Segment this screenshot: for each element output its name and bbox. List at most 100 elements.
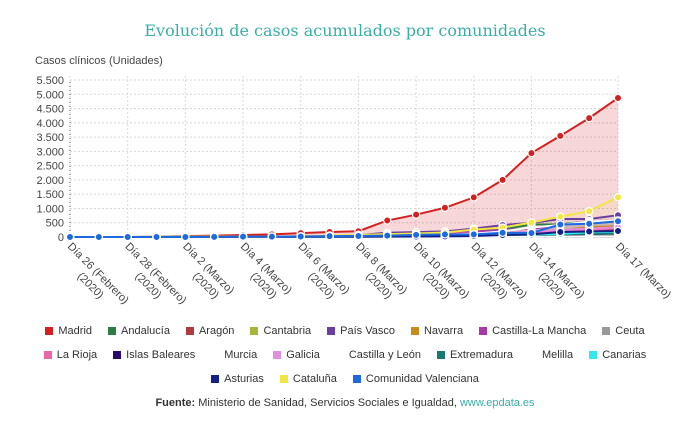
data-point[interactable] xyxy=(613,193,623,202)
y-tick-label: 3.500 xyxy=(36,132,64,144)
legend-swatch-icon xyxy=(273,351,282,359)
legend-swatch-icon xyxy=(589,351,598,359)
data-point[interactable] xyxy=(325,231,334,241)
data-point[interactable] xyxy=(267,232,277,241)
data-point[interactable] xyxy=(584,227,594,236)
data-point[interactable] xyxy=(584,219,594,228)
data-point[interactable] xyxy=(584,207,594,216)
legend-row: Asturias Cataluña Comunidad Valenciana xyxy=(0,367,690,391)
source-link[interactable]: www.epdata.es xyxy=(459,397,535,409)
legend-swatch-icon xyxy=(335,351,344,359)
x-tick-line1: Día 17 (Marzo) xyxy=(613,241,673,301)
y-tick-label: 4.000 xyxy=(36,118,64,130)
data-point[interactable] xyxy=(354,231,363,241)
legend-item[interactable]: Cantabria xyxy=(250,325,311,337)
legend-item[interactable]: Madrid xyxy=(45,325,92,337)
legend-item[interactable]: País Vasco xyxy=(327,325,395,337)
legend: Madrid Andalucía Aragón Cantabria País Vasco… xyxy=(0,319,690,391)
data-point[interactable] xyxy=(123,232,132,242)
source-note: Fuente: Ministerio de Sanidad, Servicios… xyxy=(0,397,690,409)
legend-label: Navarra xyxy=(423,325,464,337)
data-point[interactable] xyxy=(411,230,421,240)
x-tick-label: Día 26 (Febrero)(2020) xyxy=(55,241,131,317)
x-tick-label: Día 17 (Marzo) xyxy=(613,241,673,301)
series-area-0 xyxy=(70,97,618,237)
legend-swatch-icon xyxy=(45,327,54,335)
data-point[interactable] xyxy=(469,230,478,239)
y-tick-label: 2.000 xyxy=(36,175,64,187)
data-point[interactable] xyxy=(498,175,507,185)
data-point[interactable] xyxy=(584,113,594,123)
legend-item[interactable]: Islas Baleares xyxy=(113,349,195,361)
legend-item[interactable]: Asturias xyxy=(211,373,264,385)
data-point[interactable] xyxy=(210,232,219,242)
x-tick-label: Día 10 (Marzo)(2020) xyxy=(401,241,471,311)
line-chart: 0 500 1.000 1.500 2.000 2.500 3.000 3.500 4.000 4… xyxy=(36,75,673,317)
legend-label: Asturias xyxy=(224,373,264,385)
series-line-18 xyxy=(69,220,619,238)
y-tick-label: 5.000 xyxy=(36,89,64,101)
legend-swatch-icon xyxy=(108,327,117,335)
data-point[interactable] xyxy=(238,232,248,241)
data-point[interactable] xyxy=(181,232,190,242)
data-point[interactable] xyxy=(152,232,161,242)
data-point[interactable] xyxy=(527,218,536,227)
data-point[interactable] xyxy=(613,226,623,236)
legend-swatch-icon xyxy=(327,327,336,335)
data-point[interactable] xyxy=(556,227,565,237)
legend-item[interactable]: Castilla y León xyxy=(335,349,421,361)
data-point[interactable] xyxy=(383,216,392,225)
data-point[interactable] xyxy=(469,193,478,202)
legend-swatch-icon xyxy=(250,327,259,335)
data-point[interactable] xyxy=(556,220,565,229)
x-tick-label: Día 14 (Marzo)(2020) xyxy=(516,241,586,311)
legend-swatch-icon xyxy=(352,375,361,383)
data-point[interactable] xyxy=(613,217,623,226)
y-tick-label: 5.500 xyxy=(36,75,64,87)
legend-label: Melilla xyxy=(542,349,574,361)
legend-item[interactable]: Galicia xyxy=(273,349,320,361)
data-point[interactable] xyxy=(383,231,392,240)
y-tick-label: 2.500 xyxy=(36,161,64,173)
data-point[interactable] xyxy=(65,232,75,242)
legend-item[interactable]: Comunidad Valenciana xyxy=(352,373,479,385)
data-point[interactable] xyxy=(411,210,421,219)
legend-item[interactable]: Murcia xyxy=(211,349,257,361)
data-point[interactable] xyxy=(440,230,450,239)
y-tick-label: 500 xyxy=(46,218,64,230)
legend-swatch-icon xyxy=(43,351,52,359)
legend-label: Galicia xyxy=(286,349,320,361)
legend-swatch-icon xyxy=(113,351,122,359)
legend-label: Andalucía xyxy=(121,325,170,337)
data-point[interactable] xyxy=(556,212,565,221)
legend-row: Madrid Andalucía Aragón Cantabria País Vasco… xyxy=(0,319,690,343)
legend-item[interactable]: Melilla xyxy=(529,349,573,361)
legend-swatch-icon xyxy=(211,351,220,359)
legend-label: La Rioja xyxy=(56,349,98,361)
legend-item[interactable]: Castilla-La Mancha xyxy=(479,325,586,337)
data-point[interactable] xyxy=(296,232,305,241)
data-point[interactable] xyxy=(94,232,104,242)
legend-item[interactable]: Andalucía xyxy=(108,325,170,337)
y-tick-label: 1.000 xyxy=(36,203,64,215)
legend-swatch-icon xyxy=(479,327,488,335)
legend-item[interactable]: Aragón xyxy=(185,325,234,337)
legend-item[interactable]: Canarias xyxy=(589,349,646,361)
data-point[interactable] xyxy=(527,228,536,238)
legend-item[interactable]: La Rioja xyxy=(43,349,98,361)
x-tick-label: Día 8 (Marzo)(2020) xyxy=(343,241,409,307)
data-point[interactable] xyxy=(613,93,623,103)
data-point[interactable] xyxy=(527,148,536,158)
legend-swatch-icon xyxy=(529,351,537,359)
x-tick-label: Día 12 (Marzo)(2020) xyxy=(459,241,529,311)
legend-item[interactable]: Cataluña xyxy=(279,373,337,385)
y-tick-label: 3.000 xyxy=(36,146,64,158)
data-point[interactable] xyxy=(498,228,507,238)
data-point[interactable] xyxy=(556,131,565,141)
data-point[interactable] xyxy=(440,203,450,212)
legend-item[interactable]: Ceuta xyxy=(602,325,645,337)
legend-item[interactable]: Extremadura xyxy=(437,349,513,361)
y-axis-label: Casos clínicos (Unidades) xyxy=(35,55,163,67)
legend-item[interactable]: Navarra xyxy=(410,325,464,337)
y-tick-label: 1.500 xyxy=(36,189,64,201)
